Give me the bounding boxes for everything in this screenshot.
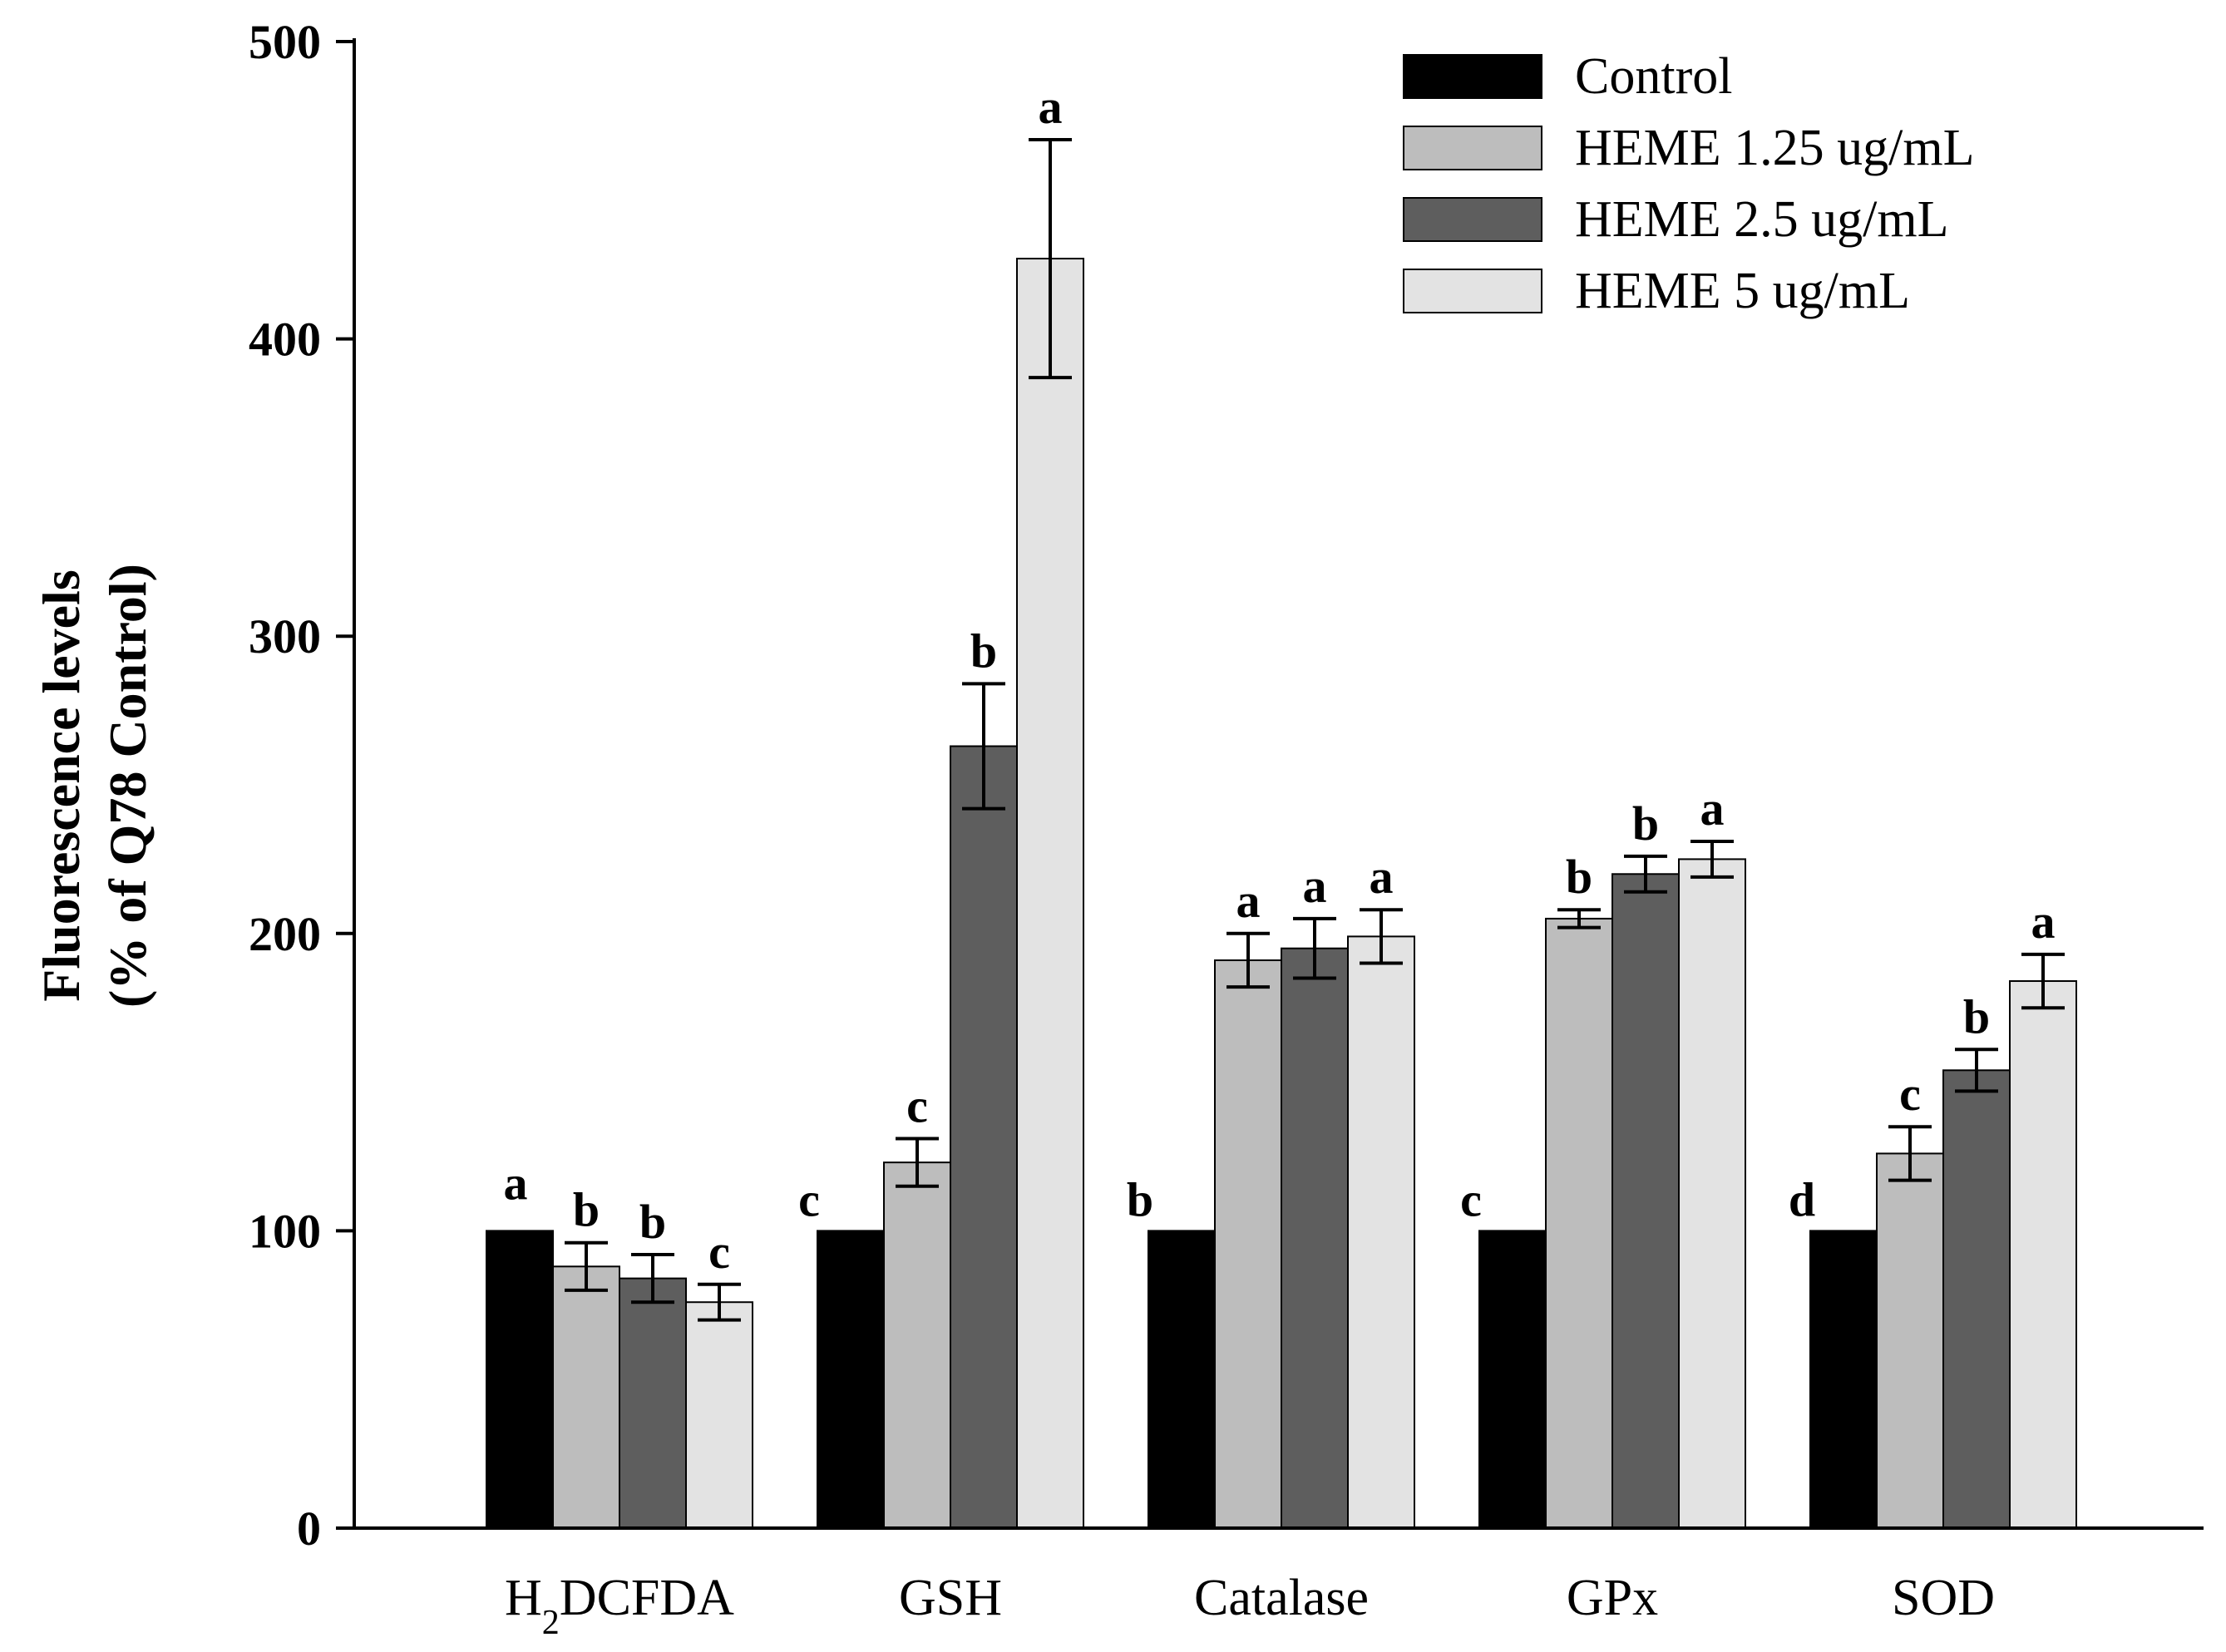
- bar-2-4: [1942, 1069, 2011, 1529]
- x-category-label-0: H2DCFDA: [505, 1570, 734, 1642]
- x-category-label-3: GPx: [1567, 1570, 1658, 1626]
- significance-label-3-2: a: [1370, 850, 1394, 904]
- bar-3-0: [685, 1301, 753, 1529]
- x-category-label-2: Catalase: [1194, 1570, 1369, 1626]
- y-tick-label-2: 200: [249, 907, 321, 961]
- y-tick-label-1: 100: [249, 1204, 321, 1258]
- bar-1-3: [1545, 917, 1613, 1530]
- legend: Control HEME 1.25 ug/mL HEME 2.5 ug/mL HEME…: [1403, 48, 1974, 319]
- legend-label-2: HEME 2.5 ug/mL: [1575, 191, 1948, 248]
- bars-layer: [486, 258, 2077, 1530]
- significance-label-3-4: a: [2031, 895, 2056, 949]
- significance-label-3-1: a: [1039, 80, 1063, 134]
- legend-label-1: HEME 1.25 ug/mL: [1575, 120, 1974, 176]
- bar-1-2: [1214, 959, 1282, 1529]
- y-tick-label-3: 300: [249, 609, 321, 663]
- significance-label-1-1: c: [906, 1079, 928, 1133]
- bar-3-4: [2009, 980, 2077, 1529]
- legend-swatch-3: [1403, 269, 1542, 313]
- significance-label-1-4: c: [1899, 1067, 1921, 1121]
- significance-label-0-0: a: [504, 1156, 528, 1210]
- significance-label-2-3: b: [1632, 796, 1659, 851]
- bar-0-0: [486, 1230, 554, 1530]
- bar-0-4: [1809, 1230, 1878, 1530]
- bar-2-1: [950, 745, 1018, 1529]
- bar-3-3: [1678, 858, 1746, 1529]
- significance-label-2-4: b: [1963, 989, 1990, 1043]
- legend-label-0: Control: [1575, 48, 1732, 105]
- significance-label-0-3: c: [1460, 1172, 1482, 1226]
- legend-swatch-1: [1403, 126, 1542, 170]
- x-category-label-1: GSH: [899, 1570, 1002, 1626]
- bar-2-3: [1612, 873, 1680, 1529]
- significance-label-3-3: a: [1700, 782, 1725, 836]
- y-tick-label-0: 0: [297, 1502, 321, 1556]
- significance-label-1-3: b: [1566, 850, 1592, 904]
- significance-label-3-0: c: [708, 1225, 730, 1279]
- significance-label-0-1: c: [798, 1172, 820, 1226]
- bar-0-1: [817, 1230, 885, 1530]
- y-axis-title-line-0: Fluorescence levels: [32, 570, 91, 1002]
- bar-3-1: [1016, 258, 1084, 1530]
- bar-3-2: [1347, 935, 1415, 1529]
- significance-label-2-0: b: [639, 1195, 666, 1249]
- y-tick-label-5: 500: [249, 15, 321, 69]
- legend-label-3: HEME 5 ug/mL: [1575, 263, 1910, 319]
- bar-0-2: [1148, 1230, 1216, 1530]
- significance-label-2-1: b: [970, 624, 997, 678]
- significance-label-0-4: d: [1789, 1172, 1815, 1226]
- legend-swatch-0: [1403, 54, 1542, 99]
- bar-2-2: [1281, 947, 1349, 1530]
- y-tick-label-4: 400: [249, 313, 321, 367]
- significance-label-2-2: a: [1303, 859, 1327, 913]
- error-bars-layer: [565, 138, 2065, 1322]
- y-axis-title-line-1: (% of Q78 Control): [98, 564, 157, 1008]
- bar-2-0: [619, 1277, 687, 1529]
- legend-swatch-2: [1403, 197, 1542, 242]
- y-axis-title: Fluorescence levels (% of Q78 Control): [32, 564, 157, 1008]
- x-category-label-4: SOD: [1892, 1570, 1995, 1626]
- significance-label-1-2: a: [1236, 874, 1261, 928]
- significance-label-0-2: b: [1127, 1172, 1153, 1226]
- axes-layer: 0 100 200 300 400 500 H2DCFDA GSH Catalase GPx SOD: [249, 15, 2204, 1642]
- significance-label-1-0: b: [573, 1183, 600, 1237]
- bar-0-3: [1478, 1230, 1547, 1530]
- bar-1-0: [552, 1265, 620, 1529]
- bar-1-1: [883, 1161, 951, 1529]
- bar-1-4: [1876, 1152, 1944, 1529]
